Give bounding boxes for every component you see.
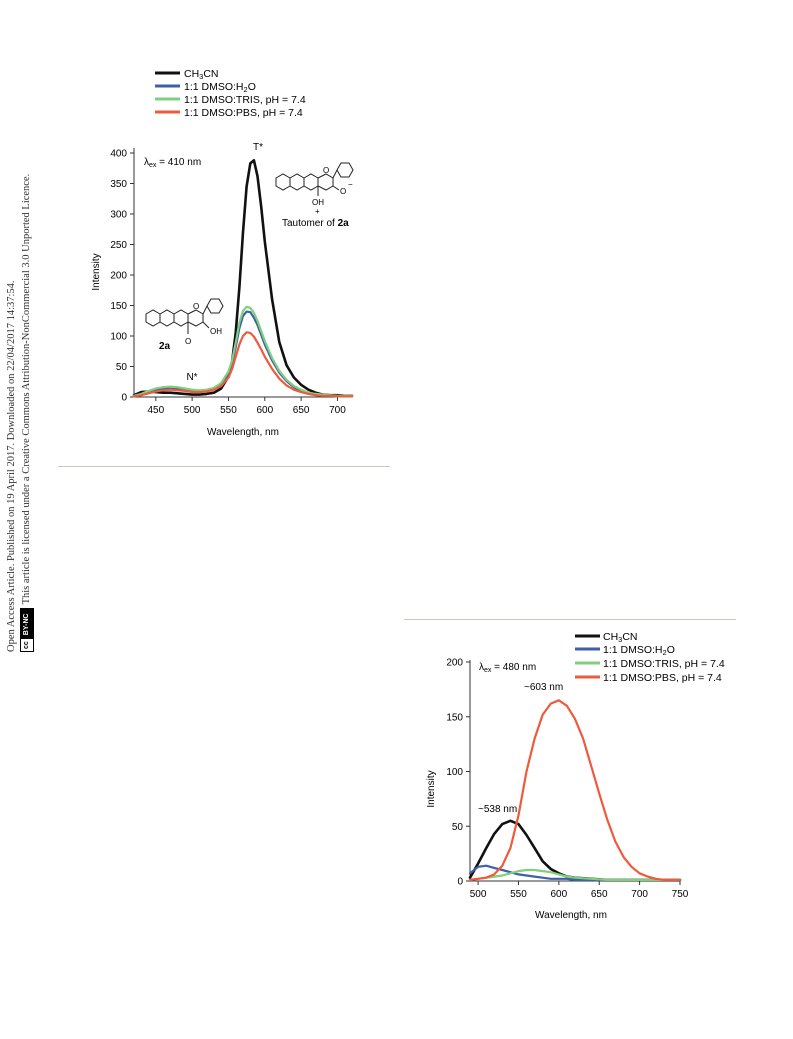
legend1-label-h2o: 1:1 DMSO:H2O	[184, 81, 256, 94]
chart1-y-axis-label: Intensity	[91, 253, 102, 290]
chart1-x-tick-label: 700	[329, 405, 346, 416]
chart2-y-ticks: 0 50 100 150 200	[446, 658, 470, 888]
tautomer-caption: Tautomer of 2a	[282, 218, 349, 229]
legend1-label-ch3cn: CH3CN	[184, 68, 219, 81]
chart2-y-tick-label: 150	[446, 712, 463, 723]
tautomer-oh: OH	[312, 198, 324, 207]
legend2-label-h2o: 1:1 DMSO:H2O	[603, 644, 675, 657]
chart1-series-line-dmso-tris	[132, 305, 354, 397]
tautomer-ring-o: O	[323, 166, 329, 175]
chart2-y-tick-label: 100	[446, 767, 463, 778]
chart2-x-tick-label: 700	[631, 889, 648, 900]
chart2-x-tick-label: 500	[470, 889, 487, 900]
tautomer-structure	[275, 162, 354, 196]
chart2-x-axis-label: Wavelength, nm	[535, 910, 607, 921]
chart1-y-tick-label: 50	[116, 362, 128, 373]
chart1-series-line-ch3cn	[132, 159, 354, 398]
chart1-n-star-label: N*	[186, 372, 197, 383]
figure-divider-2	[404, 619, 736, 620]
tautomer-plus: +	[315, 207, 320, 216]
chart2-excitation-label: λex = 480 nm	[479, 662, 536, 674]
chart2-x-tick-label: 750	[672, 889, 689, 900]
chart1-excitation-label: λex = 410 nm	[144, 157, 201, 169]
chart1-y-tick-label: 200	[110, 271, 127, 282]
legend1-label-tris: 1:1 DMSO:TRIS, pH = 7.4	[184, 94, 306, 106]
chart1-y-tick-label: 250	[110, 240, 127, 251]
chart1-x-axis-label: Wavelength, nm	[207, 427, 279, 438]
chart1-x-ticks: 450 500 550 600 650 700	[147, 397, 346, 416]
chart1-y-tick-label: 400	[110, 149, 127, 160]
chart2-y-tick-label: 200	[446, 658, 463, 669]
chart2-peak-603-label: ~603 nm	[524, 682, 563, 693]
chart2-peak-538-label: ~538 nm	[478, 804, 517, 815]
chart1-x-tick-label: 450	[147, 405, 164, 416]
chart2-x-tick-label: 650	[591, 889, 608, 900]
chart1-x-tick-label: 500	[184, 405, 201, 416]
legend2-label-pbs: 1:1 DMSO:PBS, pH = 7.4	[603, 672, 722, 684]
chart1-y-tick-label: 150	[110, 301, 127, 312]
chart2-y-tick-label: 0	[457, 877, 463, 888]
chart2-series-line-dmso-pbs	[468, 699, 682, 882]
chart2-legend: CH3CN 1:1 DMSO:H2O 1:1 DMSO:TRIS, pH = 7…	[575, 631, 725, 684]
compound-2a-ring-o: O	[193, 302, 199, 311]
legend2-label-ch3cn: CH3CN	[603, 631, 638, 644]
tautomer-caption-prefix: Tautomer of	[282, 218, 338, 229]
tautomer-charge: −	[348, 180, 353, 189]
chart1-series	[132, 159, 354, 398]
chart1-x-tick-label: 550	[220, 405, 237, 416]
compound-2a-structure	[145, 298, 224, 334]
legend2-label-tris: 1:1 DMSO:TRIS, pH = 7.4	[603, 658, 725, 670]
figure-divider-1	[58, 466, 390, 467]
chart1-x-tick-label: 650	[293, 405, 310, 416]
chart2-series	[468, 699, 682, 882]
chart1-y-tick-label: 100	[110, 332, 127, 343]
chart2-y-tick-label: 50	[452, 822, 464, 833]
chart2-y-axis-label: Intensity	[426, 770, 437, 807]
chart1-y-tick-label: 300	[110, 210, 127, 221]
chart2-axes	[469, 660, 680, 882]
compound-2a-keto-o: O	[185, 337, 191, 346]
chart2-x-ticks: 500 550 600 650 700 750	[470, 881, 689, 900]
compound-2a-label: 2a	[159, 341, 171, 352]
chart1-x-tick-label: 600	[256, 405, 273, 416]
tautomer-anion-o: O	[340, 187, 346, 196]
chart1-t-star-label: T*	[253, 142, 263, 153]
chart2-series-line-ch3cn	[468, 819, 682, 882]
chart1-series-line-dmso-pbs	[132, 331, 354, 398]
chart2-x-tick-label: 600	[551, 889, 568, 900]
chart2-series-line-dmso-tris	[468, 868, 682, 882]
tautomer-caption-compound: 2a	[338, 218, 350, 229]
chart1-legend: CH3CN 1:1 DMSO:H2O 1:1 DMSO:TRIS, pH = 7…	[155, 68, 306, 119]
chart1-y-ticks: 0 50 100 150 200 250 300 350 400	[110, 149, 134, 404]
legend1-label-pbs: 1:1 DMSO:PBS, pH = 7.4	[184, 107, 303, 119]
chart1-y-tick-label: 0	[121, 393, 127, 404]
chart2-x-tick-label: 550	[510, 889, 527, 900]
chart1-axes	[133, 148, 352, 398]
compound-2a-oh: OH	[210, 327, 222, 336]
chart1-y-tick-label: 350	[110, 179, 127, 190]
